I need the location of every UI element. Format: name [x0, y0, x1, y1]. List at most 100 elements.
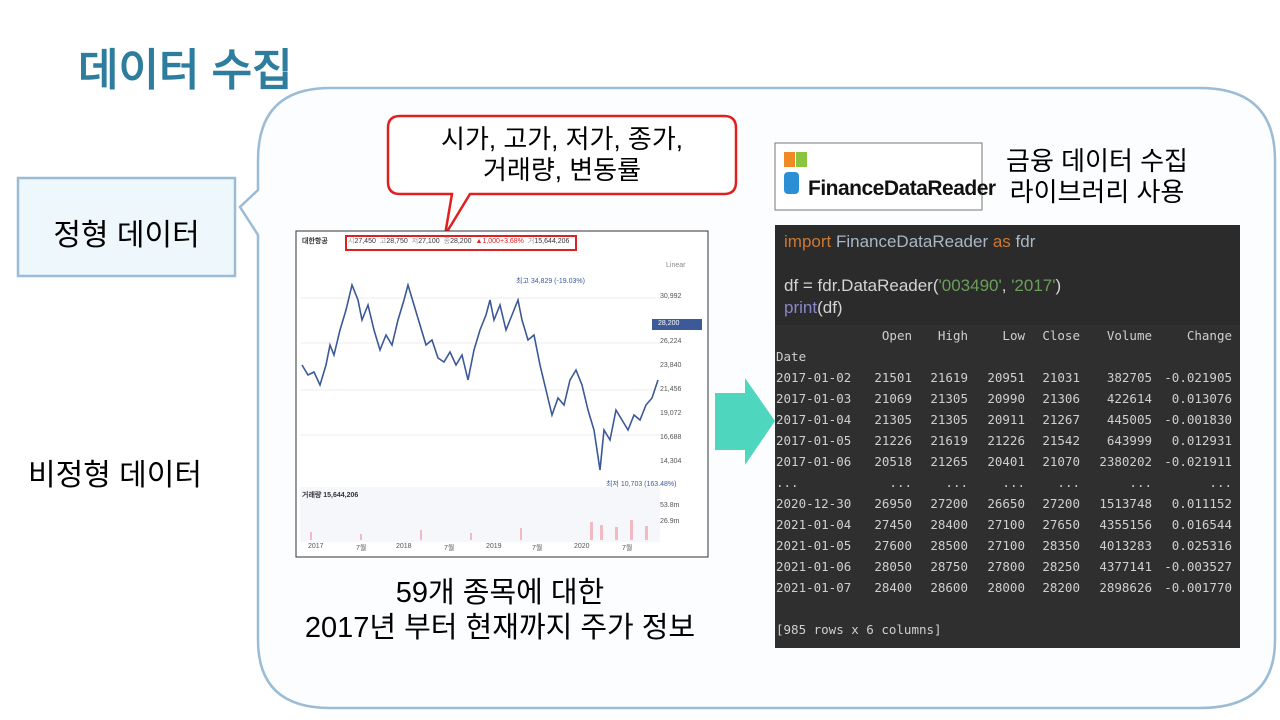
table-cell: 1513748	[1099, 496, 1152, 511]
volume-label: 거래량 15,644,206	[302, 492, 359, 499]
volume-tick-label: 26.9m	[660, 518, 680, 525]
quote-value: 27,450	[354, 238, 376, 245]
y-tick-label: 16,688	[660, 434, 682, 441]
chart-texts: 대한항공 시27,450 고28,750 저27,100 종28,200 ▲1,000+3…	[296, 231, 708, 557]
table-cell: 21542	[1042, 433, 1080, 448]
y-tick-label: 23,840	[660, 362, 682, 369]
quote-value: 28,200	[450, 238, 472, 245]
table-cell: 28250	[1042, 559, 1080, 574]
table-cell: 2017-01-04	[776, 412, 852, 427]
logo-mark	[796, 152, 807, 167]
quote: 시27,450 고28,750 저27,100 종28,200 ▲1,000+3.68%…	[348, 236, 573, 246]
quote-label: 저	[411, 238, 419, 245]
logo-box	[774, 142, 983, 211]
table-cell: Date	[776, 349, 807, 364]
price-line	[301, 282, 659, 471]
table-cell: 2021-01-05	[776, 538, 852, 553]
quote-value: 1,000	[482, 238, 500, 245]
caption: 59개 종목에 대한 2017년 부터 현재까지 주가 정보	[255, 576, 745, 646]
table-cell: 2380202	[1099, 454, 1152, 469]
logo-mark	[784, 152, 795, 167]
code-token: ,	[1001, 276, 1012, 295]
table-cell: ...	[776, 475, 799, 490]
table-cell: 2021-01-06	[776, 559, 852, 574]
table-cell: ...	[1002, 475, 1025, 490]
quote-label: ▲	[475, 238, 483, 245]
table-cell: 28600	[930, 580, 968, 595]
table-cell: 2898626	[1099, 580, 1152, 595]
quote-value: 28,750	[386, 238, 408, 245]
table-cell: 21226	[987, 433, 1025, 448]
table-cell: ...	[945, 475, 968, 490]
quote-label: +	[499, 238, 505, 245]
structured-box	[16, 176, 237, 278]
table-cell: 21070	[1042, 454, 1080, 469]
table-cell: 27800	[987, 559, 1025, 574]
y-tick-label: 21,456	[660, 386, 682, 393]
code-token: )	[1055, 276, 1062, 295]
low-note: 최저 10,703 (163.48%)	[606, 481, 677, 488]
y-tick-label: 14,304	[660, 458, 682, 465]
table-cell: -0.021905	[1164, 370, 1232, 385]
table-cell: 21031	[1042, 370, 1080, 385]
code-token: FinanceDataReader	[831, 232, 993, 251]
label: 정형 데이터	[53, 219, 200, 252]
x-tick-label: 7월	[532, 545, 543, 552]
callout	[386, 114, 738, 236]
table-cell: 28050	[874, 559, 912, 574]
quote-label: 종	[443, 238, 451, 245]
table-cell: 2021-01-07	[776, 580, 852, 595]
caption-line: 59개 종목에 대한	[395, 577, 605, 609]
current-price-tag	[652, 319, 702, 330]
table-cell: 21619	[930, 370, 968, 385]
x-tick-label: 2017	[308, 543, 324, 550]
table-cell: 4013283	[1099, 538, 1152, 553]
code-token: print	[784, 298, 818, 317]
table-cell: 28750	[930, 559, 968, 574]
table-cell: 2017-01-06	[776, 454, 852, 469]
x-tick-label: 7월	[444, 545, 455, 552]
table-cell: ...	[1209, 475, 1232, 490]
stock-name: 대한항공	[302, 238, 328, 245]
code-line: df = fdr.DataReader('003490', '2017')	[784, 275, 1061, 297]
x-tick-label: 2019	[486, 543, 502, 550]
table-cell: 27200	[930, 496, 968, 511]
callout-line: 거래량, 변동률	[483, 155, 641, 185]
quote-label: 시	[348, 238, 355, 245]
table-cell: 382705	[1106, 370, 1152, 385]
library-line: 금융 데이터 수집	[1006, 146, 1188, 176]
table-cell: ...	[1129, 475, 1152, 490]
table-cell: 20911	[987, 412, 1025, 427]
table-cell: 28350	[1042, 538, 1080, 553]
table-cell: 21069	[874, 391, 912, 406]
table-cell: 0.011152	[1171, 496, 1232, 511]
code-token: import	[784, 232, 832, 251]
quote-value: 3.68%	[504, 238, 524, 245]
library-line: 라이브러리 사용	[1009, 177, 1185, 207]
highlight	[345, 235, 577, 251]
table-cell: ...	[889, 475, 912, 490]
quote-label: 고	[379, 238, 387, 245]
output-panel	[775, 325, 1240, 648]
table-cell: 21501	[874, 370, 912, 385]
table-cell: 21267	[1042, 412, 1080, 427]
table-cell: 20518	[874, 454, 912, 469]
code-token: df = fdr.DataReader(	[784, 276, 939, 295]
table-cell: 27200	[1042, 496, 1080, 511]
current-price: 28,200	[658, 320, 680, 327]
table-cell: 20951	[987, 370, 1025, 385]
table-cell: Low	[1002, 328, 1025, 343]
table-cell: 2017-01-03	[776, 391, 852, 406]
x-tick-label: 2018	[396, 543, 412, 550]
table-cell: 2021-01-04	[776, 517, 852, 532]
table-cell: 27650	[1042, 517, 1080, 532]
table-cell: 21305	[874, 412, 912, 427]
table-cell: 21305	[930, 391, 968, 406]
table-cell: Open	[881, 328, 912, 343]
logo-text: FinanceDataReader	[808, 177, 996, 200]
table-cell: 28200	[1042, 580, 1080, 595]
chart-grid	[300, 297, 660, 436]
table-cell: 445005	[1106, 412, 1152, 427]
table-cell: [985 rows x 6 columns]	[776, 622, 942, 637]
